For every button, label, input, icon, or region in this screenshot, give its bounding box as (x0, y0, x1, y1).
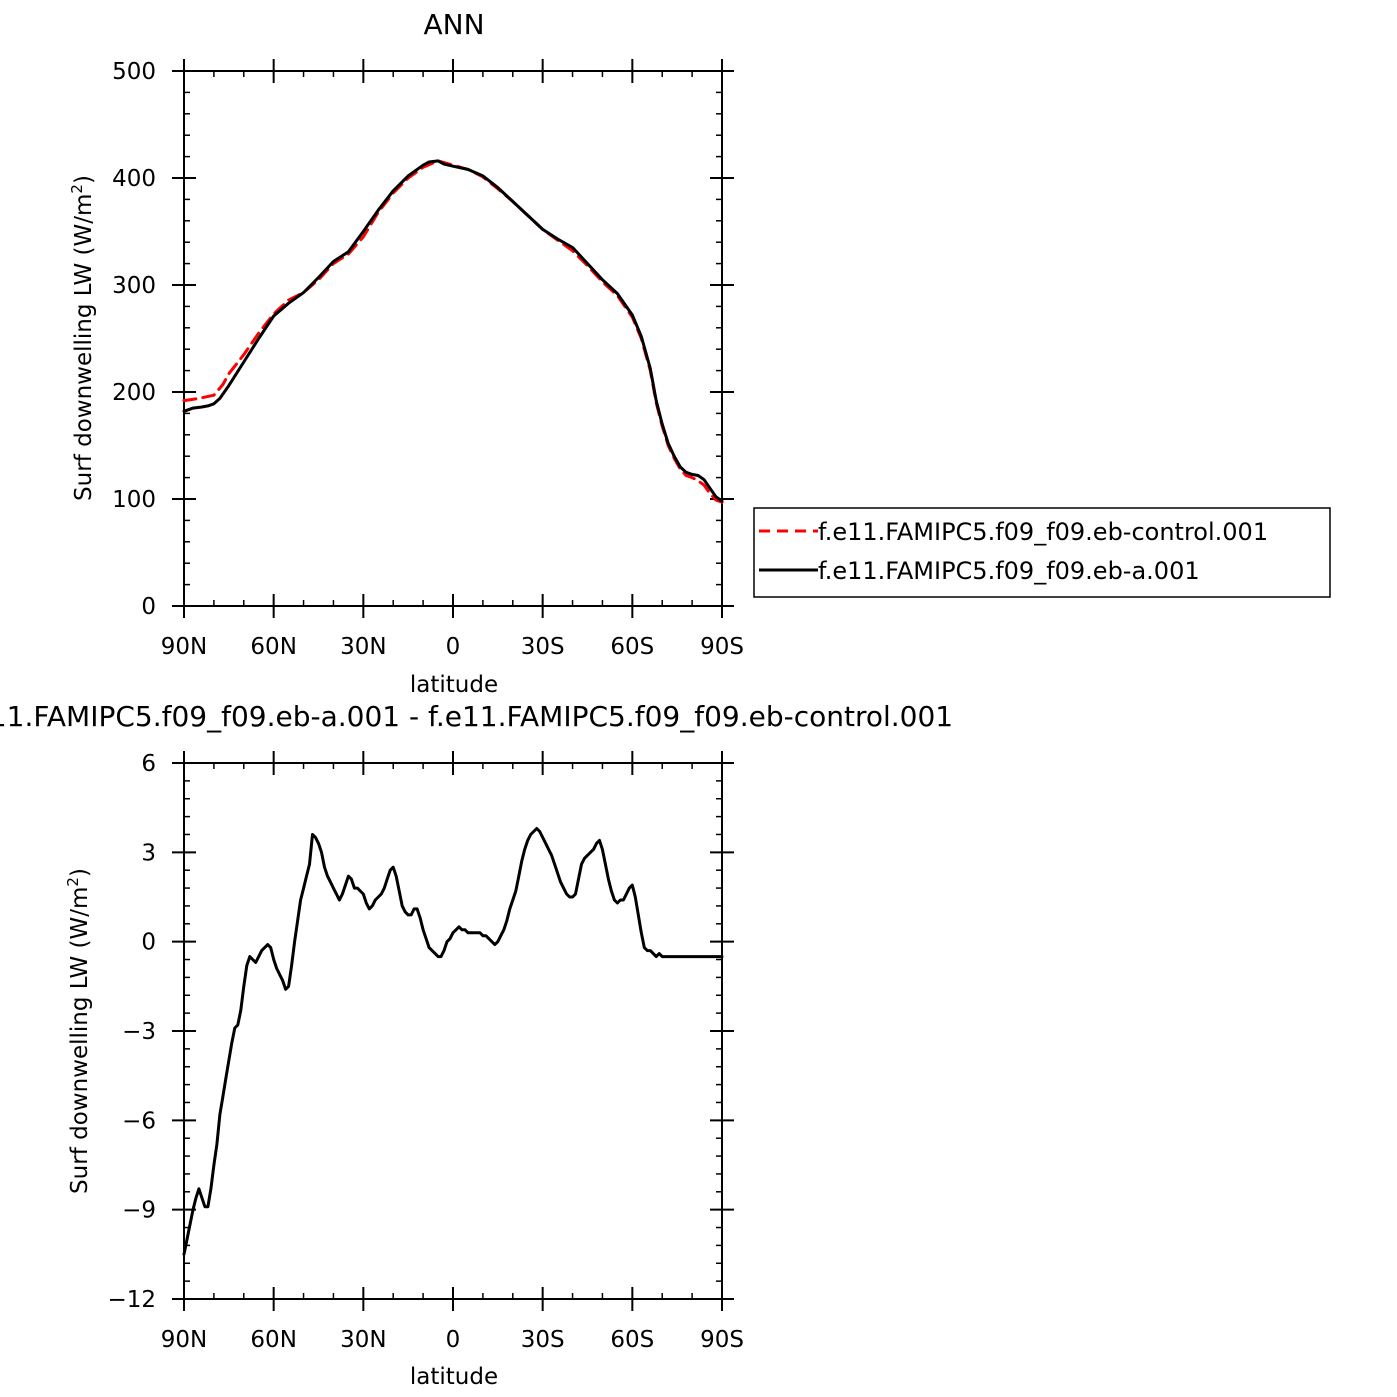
top-y-tick-label: 100 (112, 487, 156, 513)
bottom-y-tick-label: −6 (122, 1108, 156, 1134)
bottom-x-tick-label: 90S (700, 1327, 744, 1353)
bottom-y-axis-label-main: Surf downwelling LW (W/m (67, 887, 93, 1194)
top-x-tick-label: 90N (161, 634, 207, 660)
top-x-tick-label: 30N (340, 634, 386, 660)
bottom-plot-area: 90N 60N 30N 0 30S 60S 90S −12 −9 −6 −3 0 3 6 (107, 751, 744, 1353)
top-panel: ANN 90N 60N 30N 0 30S 60S 90S0100200300400500 … (68, 8, 1331, 698)
bottom-plot-frame (183, 762, 723, 1300)
bottom-chart-title: f.e11.FAMIPC5.f09_f09.eb-a.001 - f.e11.F… (0, 700, 953, 733)
bottom-x-tick-label: 0 (446, 1327, 461, 1353)
bottom-x-tick-label: 30S (521, 1327, 565, 1353)
top-y-axis-label-main: Surf downwelling LW (W/m (71, 194, 97, 501)
top-x-axis-label: latitude (410, 672, 498, 698)
bottom-y-tick-label: 0 (141, 930, 156, 956)
top-y-tick-label: 400 (112, 166, 156, 192)
bottom-panel: f.e11.FAMIPC5.f09_f09.eb-a.001 - f.e11.F… (0, 700, 953, 1390)
bottom-y-axis-label-sup: 2 (64, 877, 82, 887)
bottom-y-tick-label: −9 (122, 1198, 156, 1224)
bottom-x-tick-label: 90N (161, 1327, 207, 1353)
legend-label-a: f.e11.FAMIPC5.f09_f09.eb-a.001 (818, 557, 1200, 585)
top-chart-title: ANN (423, 8, 484, 41)
bottom-series-line-0 (182, 827, 724, 1256)
top-y-axis-label: Surf downwelling LW (W/m2) (68, 175, 97, 501)
top-x-tick-label: 30S (521, 634, 565, 660)
top-plot-area: 90N 60N 30N 0 30S 60S 90S 0 100 200 300 400 500 (112, 59, 744, 660)
top-y-axis-label-sup: 2 (68, 184, 86, 194)
legend-label-control: f.e11.FAMIPC5.f09_f09.eb-control.001 (818, 518, 1268, 546)
bottom-y-tick-label: −3 (122, 1019, 156, 1045)
top-y-tick-label: 200 (112, 380, 156, 406)
bottom-y-axis-label: Surf downwelling LW (W/m2) (64, 868, 93, 1194)
top-y-axis-label-suffix: ) (71, 175, 97, 184)
top-x-tick-label: 90S (700, 634, 744, 660)
bottom-y-tick-label: −12 (107, 1287, 156, 1313)
legend: f.e11.FAMIPC5.f09_f09.eb-control.001 f.e… (753, 507, 1331, 598)
bottom-x-axis-label: latitude (410, 1364, 498, 1390)
bottom-x-tick-label: 30N (340, 1327, 386, 1353)
legend-box (753, 507, 1331, 598)
bottom-x-tick-label: 60N (250, 1327, 296, 1353)
bottom-y-axis-label-suffix: ) (67, 868, 93, 877)
top-series-line-1 (182, 159, 724, 503)
top-plot-frame (183, 70, 723, 607)
top-y-tick-label: 500 (112, 59, 156, 85)
top-x-tick-label: 0 (446, 634, 461, 660)
top-y-tick-label: 0 (141, 594, 156, 620)
top-x-tick-label: 60N (250, 634, 296, 660)
bottom-x-tick-label: 60S (610, 1327, 654, 1353)
top-y-tick-label: 300 (112, 273, 156, 299)
bottom-y-tick-label: 6 (141, 751, 156, 777)
bottom-y-tick-label: 3 (141, 840, 156, 866)
top-x-tick-label: 60S (610, 634, 654, 660)
